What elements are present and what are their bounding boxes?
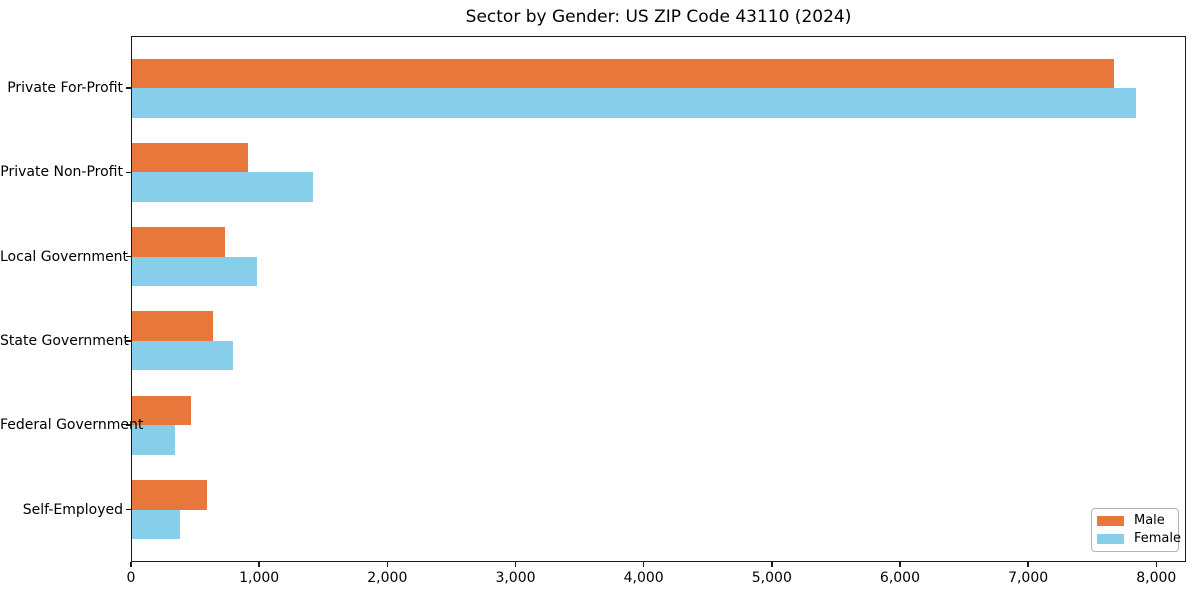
legend-swatch-male xyxy=(1097,516,1124,527)
bar-female-4 xyxy=(131,425,176,455)
bar-male-5 xyxy=(131,480,208,510)
x-tick-label: 0 xyxy=(126,570,136,586)
bar-male-1 xyxy=(131,142,249,173)
x-tick-label: 3,000 xyxy=(495,570,536,586)
x-tick xyxy=(642,562,645,567)
x-tick-label: 4,000 xyxy=(623,570,664,586)
y-tick xyxy=(126,508,131,511)
x-tick xyxy=(258,562,260,567)
bars-layer xyxy=(131,36,1186,562)
x-tick xyxy=(514,562,517,567)
x-tick xyxy=(1027,562,1029,567)
y-tick xyxy=(126,255,131,258)
bar-male-3 xyxy=(131,311,214,341)
y-tick-label: Federal Government xyxy=(0,417,144,434)
bar-female-2 xyxy=(131,256,257,287)
y-tick-label: Self-Employed xyxy=(22,501,123,518)
bar-male-0 xyxy=(131,58,1114,88)
bar-male-2 xyxy=(131,227,225,257)
x-tick-label: 7,000 xyxy=(1008,570,1049,586)
y-tick xyxy=(126,424,131,426)
x-tick-label: 8,000 xyxy=(1136,570,1177,586)
y-tick-label: State Government xyxy=(0,332,129,349)
bar-female-0 xyxy=(131,88,1136,118)
x-tick xyxy=(771,562,773,567)
legend-swatch-female xyxy=(1097,533,1124,544)
y-tick-label: Private For-Profit xyxy=(7,80,123,96)
bar-female-5 xyxy=(131,509,180,539)
chart-title: Sector by Gender: US ZIP Code 43110 (202… xyxy=(465,7,852,27)
x-tick xyxy=(1155,562,1158,567)
legend-row-female: Female xyxy=(1097,531,1181,546)
x-tick xyxy=(899,562,901,567)
bar-female-1 xyxy=(131,172,313,202)
x-tick-label: 6,000 xyxy=(879,570,921,586)
x-tick-label: 2,000 xyxy=(367,570,408,586)
bar-male-4 xyxy=(131,395,192,426)
y-tick xyxy=(126,171,131,174)
legend-label-male: Male xyxy=(1134,513,1165,529)
y-tick-label: Local Government xyxy=(0,248,129,265)
x-tick-label: 5,000 xyxy=(751,570,792,586)
legend-label-female: Female xyxy=(1134,530,1182,546)
y-tick xyxy=(126,340,131,342)
y-tick-label: Private Non-Profit xyxy=(0,164,123,181)
x-tick-label: 1,000 xyxy=(239,570,280,586)
legend-row-male: Male xyxy=(1097,514,1175,528)
legend: Male Female xyxy=(1091,508,1181,552)
x-tick xyxy=(386,562,389,567)
x-tick xyxy=(130,562,132,567)
y-tick xyxy=(126,87,131,89)
bar-female-3 xyxy=(131,340,233,371)
